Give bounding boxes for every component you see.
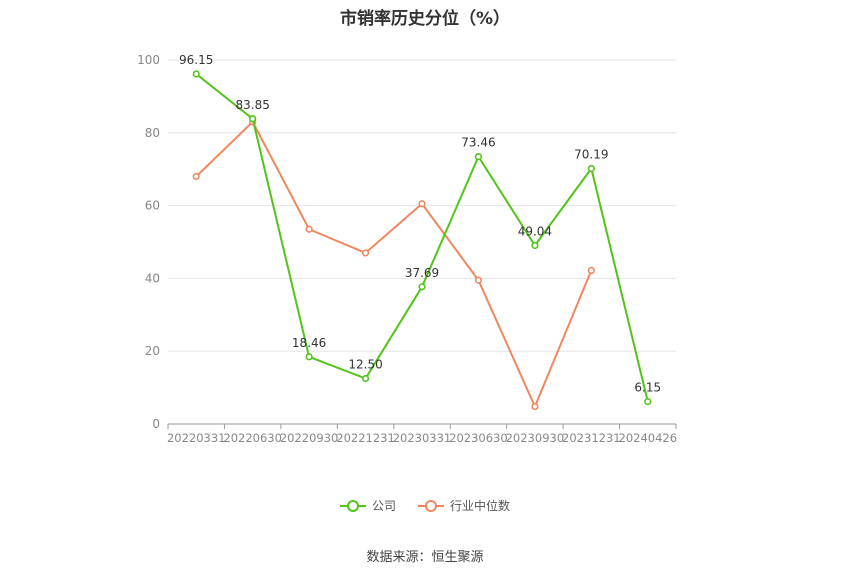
- data-point: [305, 353, 313, 361]
- data-label: 96.15: [179, 53, 213, 67]
- y-tick-label: 0: [152, 417, 160, 431]
- x-tick-label: 20240426: [619, 431, 678, 445]
- axes: 0 20 40 60 80 100 2022033120220630202209302022…: [137, 53, 677, 445]
- data-point: [474, 153, 483, 161]
- data-label: 6.15: [634, 381, 661, 395]
- legend: 公司 行业中位数: [0, 497, 850, 514]
- source-note: 数据来源：恒生聚源: [366, 550, 484, 565]
- x-tick-label: 20230630: [449, 431, 508, 445]
- data-label: 83.85: [235, 98, 269, 112]
- x-tick-label: 20220630: [223, 431, 282, 445]
- data-point: [192, 172, 200, 181]
- data-labels: 96.15 83.85 18.46 12.50 37.69 73.46 49.04 70.19…: [179, 53, 661, 395]
- data-point: [418, 283, 426, 291]
- data-point: [361, 249, 370, 257]
- y-tick-label: 100: [137, 53, 160, 67]
- data-label: 49.04: [518, 224, 552, 238]
- data-point: [361, 374, 370, 383]
- data-point: [474, 276, 483, 284]
- series-line-industry-median: [195, 120, 593, 408]
- x-tick-label: 20230930: [506, 431, 565, 445]
- data-point: [192, 70, 200, 78]
- x-tick-label: 20220331: [167, 431, 226, 445]
- x-tick-label: 20231231: [562, 431, 621, 445]
- data-point: [249, 115, 257, 123]
- data-label: 37.69: [405, 266, 439, 280]
- y-tick-label: 40: [145, 271, 160, 285]
- legend-industry-marker-icon: [418, 499, 444, 512]
- data-point: [587, 164, 595, 173]
- data-point: [418, 200, 426, 208]
- y-tick-label: 60: [145, 199, 160, 213]
- x-tick-label: 20220930: [280, 431, 339, 445]
- data-label: 18.46: [292, 336, 326, 350]
- chart-title: 市销率历史分位（%）: [339, 9, 511, 29]
- legend-company-label: 公司: [371, 499, 396, 513]
- data-point: [531, 241, 539, 250]
- data-label: 70.19: [574, 148, 608, 162]
- x-tick-label: 20221231: [336, 431, 395, 445]
- y-tick-label: 20: [145, 344, 160, 358]
- legend-item-industry-median[interactable]: 行业中位数: [418, 497, 510, 514]
- legend-industry-label: 行业中位数: [450, 499, 511, 513]
- data-label: 12.50: [348, 358, 382, 372]
- legend-company-marker-icon: [339, 499, 366, 512]
- data-point: [305, 225, 313, 233]
- series-lines: [192, 70, 652, 411]
- data-point: [644, 398, 652, 406]
- data-point: [587, 266, 595, 274]
- data-point: [531, 402, 539, 411]
- y-tick-label: 80: [145, 126, 160, 140]
- x-tick-label: 20230331: [393, 431, 452, 445]
- data-label: 73.46: [461, 136, 495, 150]
- series-line-company: [195, 73, 649, 402]
- legend-item-company[interactable]: 公司: [339, 497, 396, 514]
